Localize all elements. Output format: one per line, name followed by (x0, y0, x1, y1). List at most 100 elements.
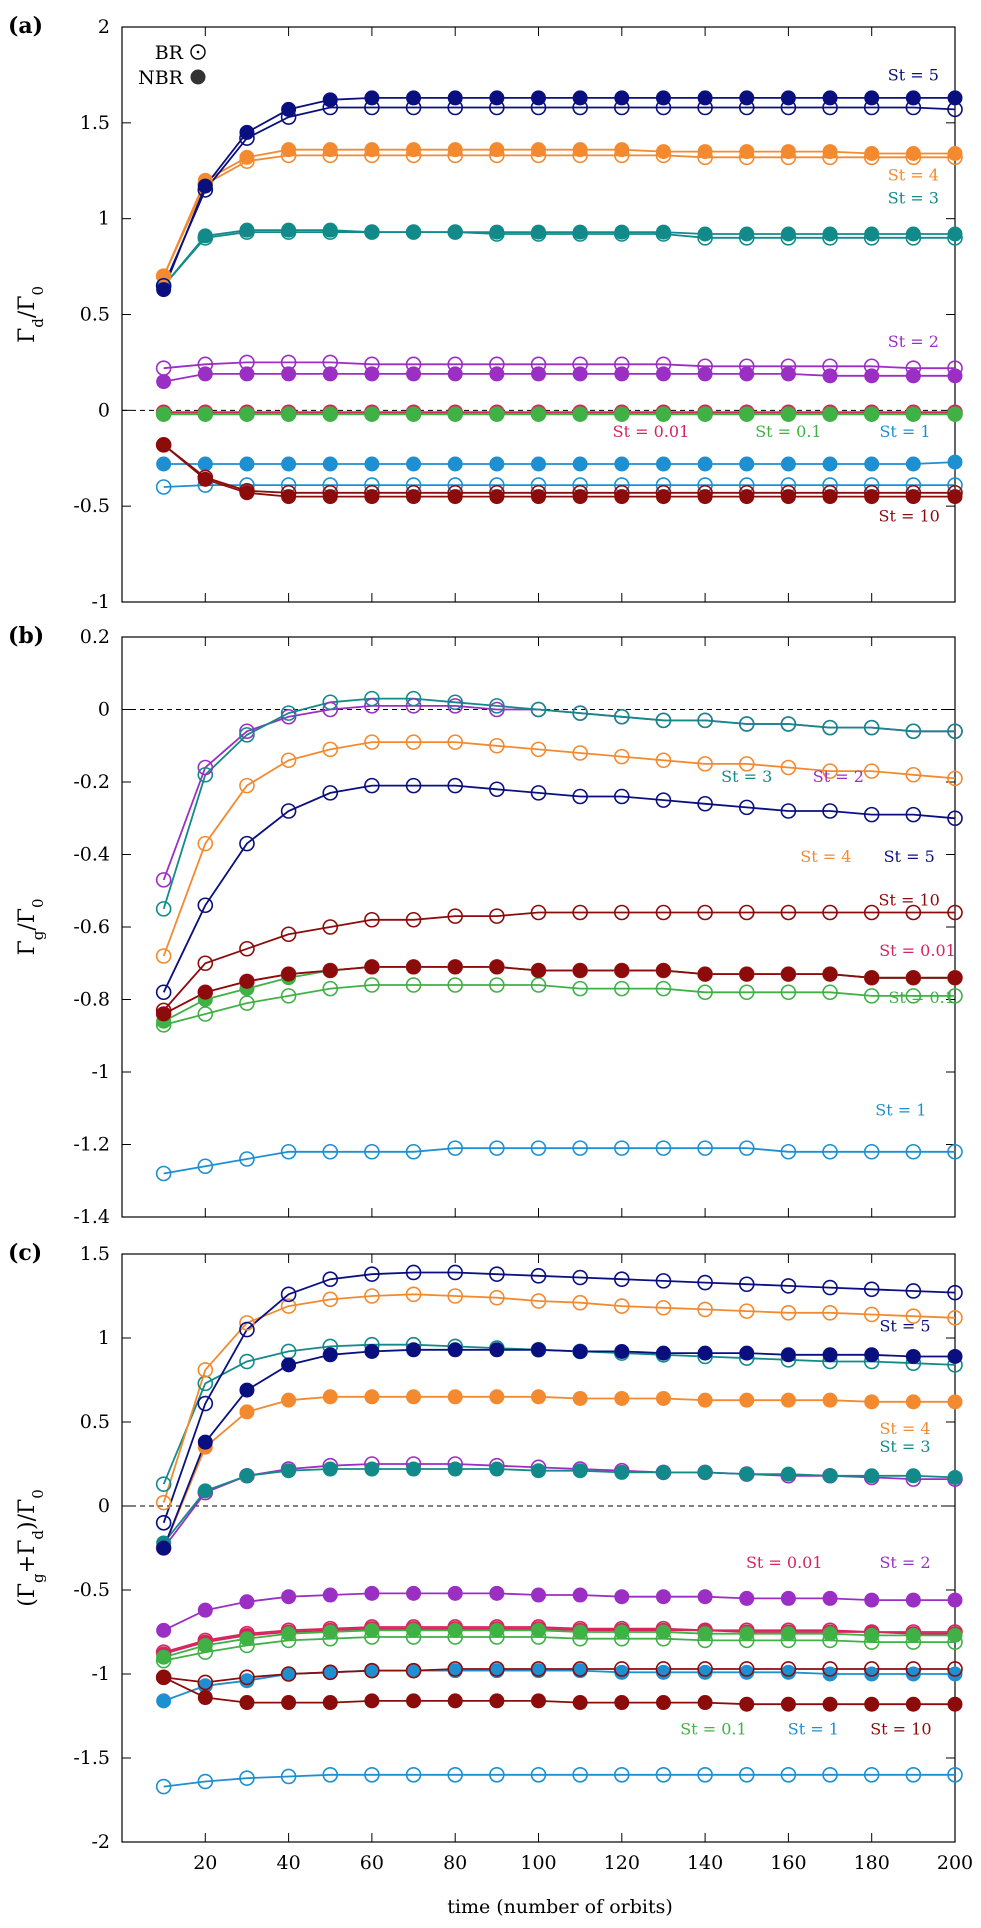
y-tick-label: -1.4 (73, 1206, 110, 1228)
open-point (364, 698, 380, 714)
open-point (613, 788, 630, 805)
y-axis-label: Γd/Γ0 (15, 286, 47, 343)
series-line (162, 154, 955, 277)
open-point (364, 977, 380, 993)
filled-point (697, 966, 713, 982)
open-point (239, 727, 255, 743)
filled-point (655, 224, 671, 240)
filled-point (239, 1695, 255, 1711)
filled-point (406, 1585, 422, 1601)
curve-label: St = 0.1 (888, 988, 954, 1007)
filled-point (322, 1347, 338, 1363)
open-point (447, 698, 464, 714)
open-point (613, 980, 630, 997)
open-point (738, 984, 755, 1001)
curve-label: St = 2 (888, 332, 939, 351)
open-point (405, 777, 422, 794)
filled-point (655, 1664, 671, 1680)
filled-point (614, 406, 630, 422)
open-point (655, 1661, 672, 1677)
filled-point (947, 1348, 963, 1364)
filled-point (364, 406, 380, 422)
open-point (405, 1662, 422, 1679)
filled-point (822, 489, 838, 505)
open-point (239, 940, 255, 957)
filled-point (447, 406, 463, 422)
filled-point (197, 406, 213, 422)
open-point (322, 1664, 339, 1681)
open-point (738, 1140, 755, 1156)
open-point (905, 1308, 922, 1324)
filled-point (489, 456, 505, 472)
filled-point (739, 366, 755, 382)
filled-point (406, 406, 422, 422)
filled-point (780, 1347, 796, 1363)
open-point (322, 1271, 339, 1287)
filled-point (739, 1345, 755, 1361)
open-point (364, 911, 380, 928)
open-point (863, 1767, 880, 1783)
filled-point (239, 1468, 255, 1484)
open-point (697, 712, 713, 729)
filled-point (822, 1696, 838, 1712)
filled-point (406, 224, 422, 240)
filled-point (864, 146, 880, 161)
filled-point (489, 406, 505, 422)
legend-open-dot (196, 50, 200, 54)
open-point (280, 926, 297, 943)
filled-point (447, 1622, 463, 1638)
open-point (447, 1767, 464, 1783)
open-point (697, 1274, 713, 1291)
filled-point (281, 1626, 297, 1642)
filled-point (905, 456, 921, 472)
filled-point (697, 1664, 713, 1680)
filled-point (239, 973, 255, 989)
filled-point (364, 224, 380, 240)
y-tick-label: 1.5 (80, 112, 110, 134)
filled-point (531, 366, 546, 382)
filled-point (697, 1626, 713, 1642)
filled-point (780, 144, 796, 160)
open-point (655, 1299, 672, 1316)
y-tick-label: 1 (98, 1327, 110, 1349)
open-point (155, 948, 172, 964)
filled-point (739, 90, 755, 106)
filled-point (822, 406, 838, 422)
open-point (780, 904, 797, 921)
filled-point (239, 1631, 255, 1647)
open-point (572, 1269, 588, 1286)
open-point (322, 1767, 339, 1783)
filled-point (197, 471, 213, 487)
open-point (489, 908, 505, 924)
open-point (364, 1266, 380, 1282)
open-point (155, 872, 172, 888)
open-point (364, 777, 380, 794)
open-point (405, 698, 422, 714)
filled-point (239, 1594, 255, 1610)
x-tick-label: 80 (443, 1852, 467, 1874)
filled-point (364, 1461, 380, 1477)
filled-point (406, 1693, 422, 1709)
filled-point (197, 1483, 213, 1499)
filled-point (447, 224, 463, 240)
open-point (405, 1143, 422, 1160)
y-tick-label: -0.4 (73, 844, 110, 866)
filled-point (322, 366, 338, 382)
open-point (822, 803, 838, 819)
legend-open-label: BR (155, 42, 184, 64)
open-point (947, 723, 963, 740)
filled-point (364, 456, 380, 472)
curve-label: St = 1 (788, 1719, 839, 1738)
panel-label: (a) (8, 13, 43, 39)
open-point (364, 734, 380, 750)
filled-point (947, 90, 963, 106)
open-point (197, 955, 214, 972)
open-point (780, 1278, 797, 1294)
open-point (280, 988, 297, 1004)
filled-point (156, 456, 172, 472)
open-point (863, 988, 880, 1004)
curve-label: St = 0.1 (755, 422, 821, 441)
filled-point (156, 437, 172, 453)
open-point (489, 781, 505, 798)
open-point (489, 1767, 505, 1783)
